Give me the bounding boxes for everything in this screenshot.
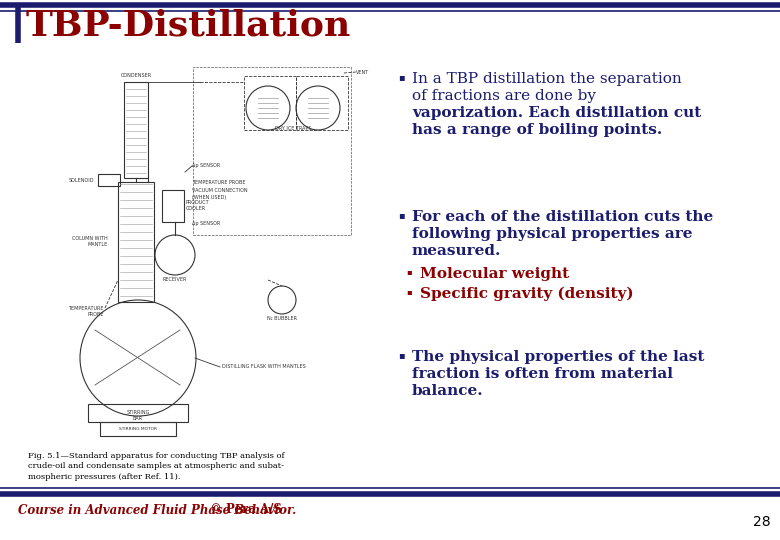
Text: STIRRING MOTOR: STIRRING MOTOR [119,427,157,431]
Text: ▪: ▪ [406,267,412,276]
Text: (WHEN USED): (WHEN USED) [192,194,226,199]
Text: SOLENOID: SOLENOID [69,178,94,183]
Text: VACUUM CONNECTION: VACUUM CONNECTION [192,188,247,193]
Text: RECEIVER: RECEIVER [163,277,187,282]
Bar [162,190,184,222]
Text: TBP-Distillation: TBP-Distillation [26,8,351,42]
Text: vaporization. Each distillation cut: vaporization. Each distillation cut [412,106,701,120]
Text: DRY ICE TRAPS: DRY ICE TRAPS [275,126,311,131]
Text: Molecular weight: Molecular weight [420,267,569,281]
Text: COLUMN WITH: COLUMN WITH [73,235,108,240]
Text: For each of the distillation cuts the: For each of the distillation cuts the [412,210,713,224]
Text: BAR: BAR [133,415,143,421]
Text: TEMPERATURE PROBE: TEMPERATURE PROBE [192,180,246,186]
Text: ▪: ▪ [398,210,405,220]
Bar [98,174,120,186]
Text: PROBE: PROBE [87,312,104,316]
Text: ▪: ▪ [406,287,412,296]
Text: Course in Advanced Fluid Phase Behavior.: Course in Advanced Fluid Phase Behavior. [18,503,296,516]
Text: ▪: ▪ [398,350,405,360]
Bar [193,67,351,235]
Text: 28: 28 [753,515,771,529]
Text: of fractions are done by: of fractions are done by [412,89,596,103]
Bar [244,76,296,130]
Text: COOLER: COOLER [186,206,206,212]
Text: DISTILLING FLASK WITH MANTLES: DISTILLING FLASK WITH MANTLES [222,364,306,369]
Text: Δp SENSOR: Δp SENSOR [192,164,220,168]
Text: Δp SENSOR: Δp SENSOR [192,221,220,226]
Text: N₂ BUBBLER: N₂ BUBBLER [267,316,297,321]
Text: Fig. 5.1—Standard apparatus for conducting TBP analysis of
crude-oil and condens: Fig. 5.1—Standard apparatus for conducti… [28,452,285,481]
Text: has a range of boiling points.: has a range of boiling points. [412,123,662,137]
Text: following physical properties are: following physical properties are [412,227,693,241]
Text: measured.: measured. [412,244,502,258]
Text: MANTLE: MANTLE [87,241,108,246]
Text: CONDENSER: CONDENSER [120,73,151,78]
Text: fraction is often from material: fraction is often from material [412,367,673,381]
Text: PRODUCT: PRODUCT [186,200,210,206]
Text: Specific gravity (density): Specific gravity (density) [420,287,633,301]
Text: balance.: balance. [412,384,484,398]
Text: © Pera A/S: © Pera A/S [206,503,282,516]
Text: TEMPERATURE: TEMPERATURE [69,306,104,310]
Text: STIRRING: STIRRING [126,410,150,415]
Bar [124,82,148,178]
Bar [296,76,348,130]
Bar [118,182,154,302]
Text: ▪: ▪ [398,72,405,82]
Bar [100,422,176,436]
Text: The physical properties of the last: The physical properties of the last [412,350,704,364]
Text: VENT: VENT [356,70,369,75]
Bar [88,404,188,422]
Text: In a TBP distillation the separation: In a TBP distillation the separation [412,72,682,86]
